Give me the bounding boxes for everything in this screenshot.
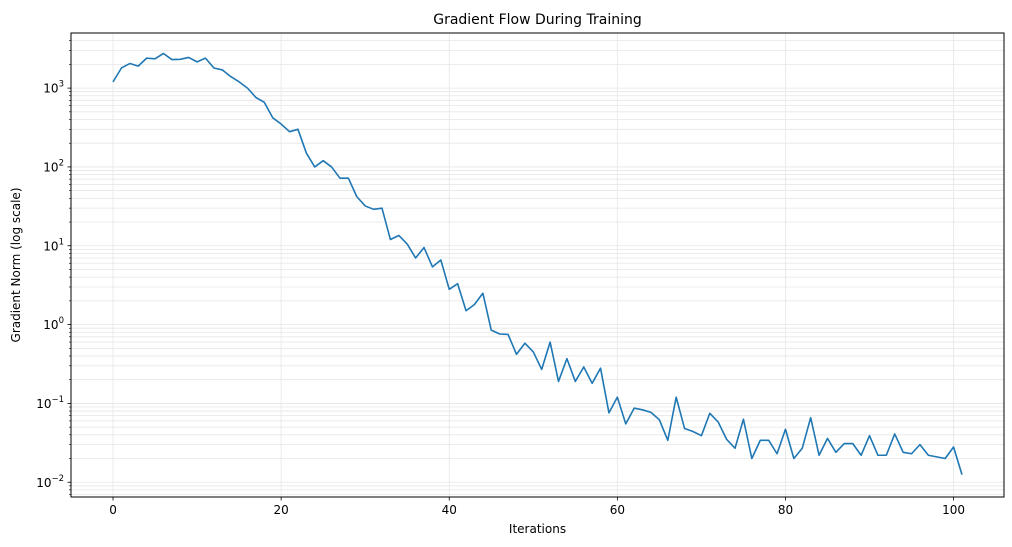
- y-axis-ticks: 10−2 10−1 100 101 102 103: [36, 40, 71, 495]
- y-axis-label: Gradient Norm (log scale): [9, 188, 23, 343]
- y-tick-label: 103: [43, 80, 64, 96]
- y-tick-label: 102: [43, 158, 64, 174]
- y-tick-label: 101: [43, 237, 64, 253]
- y-tick-label: 10−2: [36, 474, 64, 490]
- major-grid: [71, 33, 1004, 497]
- y-tick-label: 100: [43, 316, 64, 332]
- x-tick-label: 20: [273, 503, 288, 517]
- gradient-norm-line: [112, 52, 963, 475]
- x-tick-label: 100: [942, 503, 965, 517]
- x-axis-ticks: 0 20 40 60 80 100: [109, 497, 965, 517]
- y-tick-label: 10−1: [36, 395, 64, 411]
- x-axis-label: Iterations: [509, 522, 566, 536]
- minor-grid: [71, 40, 1004, 495]
- chart-title: Gradient Flow During Training: [433, 12, 642, 28]
- x-tick-label: 0: [109, 503, 117, 517]
- plot-area-frame: [70, 32, 1005, 498]
- x-tick-label: 40: [442, 503, 457, 517]
- x-tick-label: 60: [610, 503, 625, 517]
- x-tick-label: 80: [778, 503, 793, 517]
- series-layer: [112, 52, 963, 475]
